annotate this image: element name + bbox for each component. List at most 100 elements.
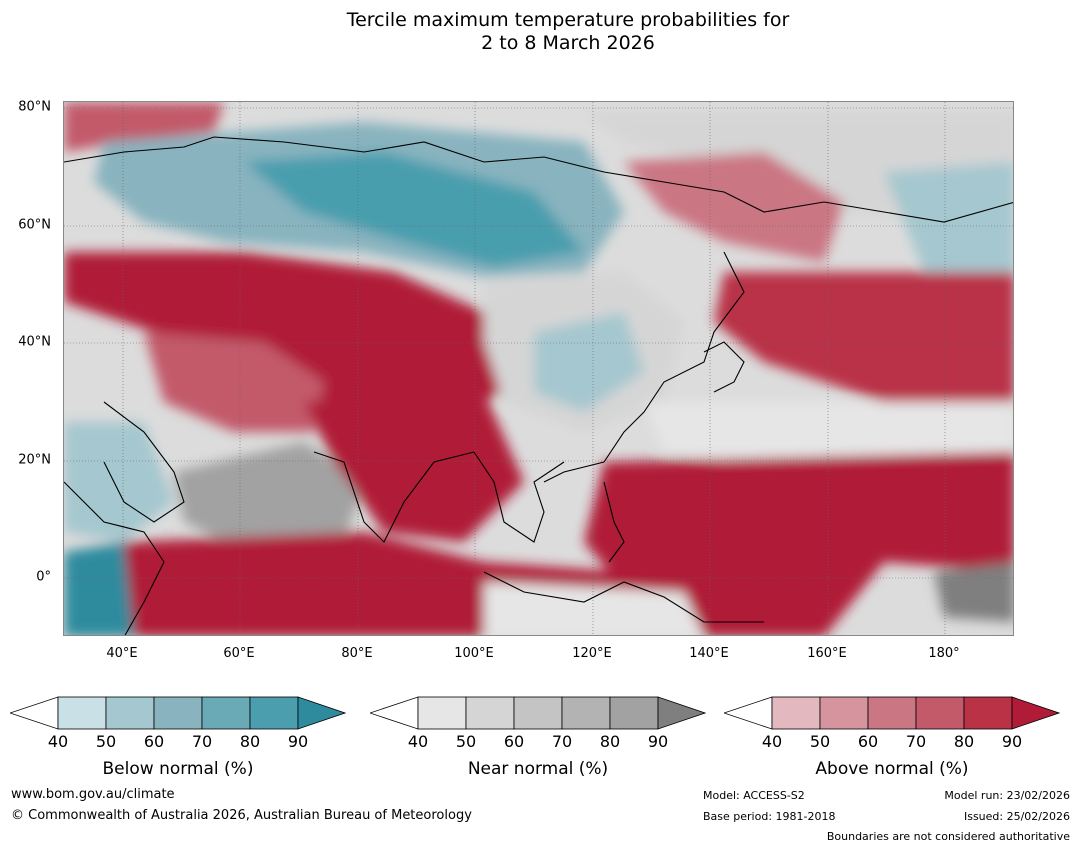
region-siberia-core: [244, 152, 584, 267]
region-east-africa-below: [64, 542, 134, 635]
title-line-1: Tercile maximum temperature probabilitie…: [346, 9, 790, 31]
footer-boundaries: Boundaries are not considered authoritat…: [826, 830, 1070, 843]
chart-title: Tercile maximum temperature probabilitie…: [0, 9, 1081, 55]
map-svg: [64, 102, 1013, 635]
colorbar-near-high-extend: [657, 696, 706, 730]
tick-near-70: 70: [551, 732, 573, 751]
tick-below-90: 90: [287, 732, 309, 751]
colorbar-near-low-extend: [370, 696, 419, 730]
coast-africa: [64, 481, 165, 635]
tick-below-60: 60: [143, 732, 165, 751]
colorbar-below-seg-2: [153, 696, 203, 730]
footer-website[interactable]: www.bom.gov.au/climate: [11, 787, 175, 802]
lon-label-160e: 160°E: [807, 646, 847, 661]
lon-label-40e: 40°E: [106, 646, 138, 661]
colorbar-above-seg-1: [819, 696, 869, 730]
colorbar-above-low-extend: [724, 696, 773, 730]
lon-label-140e: 140°E: [689, 646, 729, 661]
tick-near-80: 80: [599, 732, 621, 751]
footer-base-period: Base period: 1981-2018: [703, 810, 836, 823]
region-central-asia-above: [64, 252, 504, 422]
colorbar-below-seg-4: [249, 696, 299, 730]
lon-label-80e: 80°E: [341, 646, 373, 661]
lat-label-80n: 80°N: [18, 99, 51, 115]
colorbar-below: [10, 696, 346, 730]
colorbar-above-high-extend: [1011, 696, 1060, 730]
tick-below-40: 40: [47, 732, 69, 751]
tick-above-60: 60: [857, 732, 879, 751]
lat-label-20n: 20°N: [18, 452, 51, 468]
legend-above-normal: 40 50 60 70 80 90 Above normal (%): [724, 696, 1060, 786]
colorbar-near-seg-2: [513, 696, 563, 730]
colorbar-near: [370, 696, 706, 730]
colorbar-above-seg-3: [915, 696, 965, 730]
colorbar-below-high-extend: [297, 696, 346, 730]
lat-label-60n: 60°N: [18, 217, 51, 233]
coast-philippines: [603, 481, 625, 563]
colorbar-above: [724, 696, 1060, 730]
colorbar-near-seg-0: [417, 696, 467, 730]
tick-above-50: 50: [809, 732, 831, 751]
region-kamchatka-above: [624, 152, 844, 262]
footer-copyright: © Commonwealth of Australia 2026, Austra…: [11, 808, 472, 823]
tick-near-40: 40: [407, 732, 429, 751]
colorbar-near-seg-3: [561, 696, 611, 730]
coast-japan: [703, 341, 745, 393]
region-china-below: [534, 312, 644, 412]
tick-above-80: 80: [953, 732, 975, 751]
probability-map: [63, 101, 1014, 636]
legend-below-normal: 40 50 60 70 80 90 Below normal (%): [10, 696, 346, 786]
coast-maritime: [483, 571, 764, 623]
region-below-east: [884, 162, 1013, 272]
lat-label-0: 0°: [36, 569, 51, 585]
region-arabia-below: [64, 422, 174, 542]
region-arctic-west-above: [64, 102, 224, 152]
colorbar-below-low-extend: [10, 696, 59, 730]
footer-model-run: Model run: 23/02/2026: [944, 789, 1070, 802]
region-north-pacific-above: [714, 272, 1013, 402]
region-arabian-sea-near: [174, 442, 364, 552]
tick-near-60: 60: [503, 732, 525, 751]
colorbar-above-seg-4: [963, 696, 1013, 730]
colorbar-below-seg-1: [105, 696, 155, 730]
title-line-2: 2 to 8 March 2026: [481, 32, 655, 54]
lon-label-120e: 120°E: [572, 646, 612, 661]
tick-below-50: 50: [95, 732, 117, 751]
lon-label-60e: 60°E: [223, 646, 255, 661]
lat-label-40n: 40°N: [18, 334, 51, 350]
colorbar-near-seg-1: [465, 696, 515, 730]
probability-fields: [64, 102, 1013, 635]
graticule: [64, 102, 1013, 635]
tick-above-90: 90: [1001, 732, 1023, 751]
tick-above-70: 70: [905, 732, 927, 751]
colorbar-below-seg-3: [201, 696, 251, 730]
footer-issued: Issued: 25/02/2026: [963, 810, 1070, 823]
tick-above-40: 40: [761, 732, 783, 751]
tick-near-90: 90: [647, 732, 669, 751]
legend-above-ticks: 40 50 60 70 80 90: [724, 732, 1060, 752]
legend-above-caption: Above normal (%): [815, 759, 969, 779]
coast-arabia: [103, 401, 185, 523]
region-middle-east-above: [144, 332, 324, 432]
tick-below-70: 70: [191, 732, 213, 751]
region-sw-pacific-near: [934, 562, 1013, 622]
lon-label-180: 180°: [928, 646, 960, 661]
colorbar-above-seg-0: [771, 696, 821, 730]
legend-below-ticks: 40 50 60 70 80 90: [10, 732, 346, 752]
colorbar-above-seg-2: [867, 696, 917, 730]
region-maritime-near: [484, 582, 704, 635]
coast-east-asia: [543, 251, 745, 483]
lon-label-100e: 100°E: [454, 646, 494, 661]
tick-below-80: 80: [239, 732, 261, 751]
region-india-above: [304, 392, 524, 542]
legend-near-caption: Near normal (%): [467, 759, 609, 779]
legend-near-ticks: 40 50 60 70 80 90: [370, 732, 706, 752]
coast-indochina: [473, 451, 565, 543]
region-west-pacific-above: [584, 452, 1013, 635]
tick-near-50: 50: [455, 732, 477, 751]
colorbar-below-seg-0: [57, 696, 107, 730]
coast-arctic: [64, 136, 1013, 223]
legend-near-normal: 40 50 60 70 80 90 Near normal (%): [370, 696, 706, 786]
coast-india: [313, 451, 475, 543]
legend-below-caption: Below normal (%): [102, 759, 254, 779]
